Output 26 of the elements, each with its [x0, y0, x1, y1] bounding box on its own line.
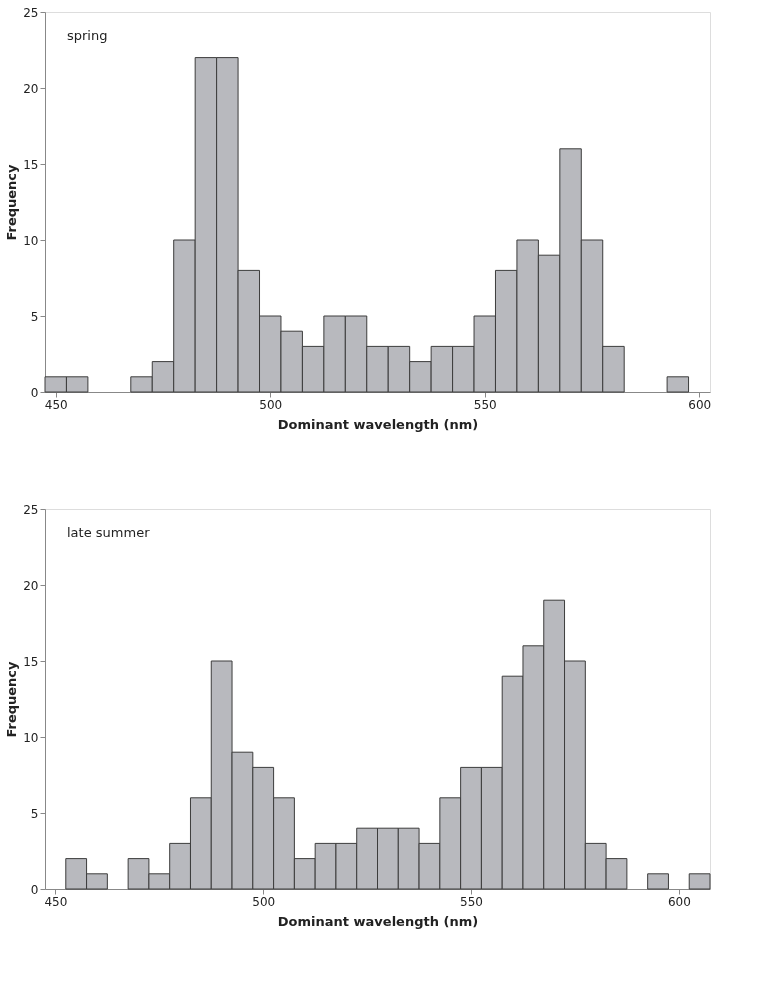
- y-tick-label: 25: [23, 5, 39, 20]
- y-tick-label: 25: [23, 502, 39, 517]
- x-axis-title: Dominant wavelength (nm): [277, 416, 479, 432]
- x-axis-title: Dominant wavelength (nm): [277, 913, 479, 929]
- x-tick-label: 550: [460, 894, 483, 909]
- x-tick-label: 450: [44, 397, 68, 412]
- y-tick-label: 0: [30, 385, 39, 400]
- y-tick-label: 10: [23, 730, 39, 745]
- y-tick-label: 20: [23, 578, 39, 593]
- text: spring: [67, 28, 108, 43]
- x-tick-label: 600: [667, 894, 691, 909]
- y-tick-label: 20: [23, 81, 39, 96]
- x-tick-label: 550: [473, 397, 497, 412]
- x-tick-label: 500: [259, 397, 283, 412]
- x-tick-label: 450: [44, 894, 68, 909]
- y-tick-label: 15: [23, 157, 39, 172]
- y-axis-title: Frequency: [4, 163, 20, 241]
- y-tick-label: 10: [23, 233, 39, 248]
- text: late summer: [67, 525, 151, 540]
- y-tick-label: 5: [30, 309, 39, 324]
- x-tick-label: 500: [252, 894, 276, 909]
- y-tick-label: 0: [30, 882, 39, 897]
- x-tick-label: 600: [688, 397, 712, 412]
- y-tick-label: 5: [30, 806, 39, 821]
- y-axis-title: Frequency: [4, 660, 20, 738]
- y-tick-label: 15: [23, 654, 39, 669]
